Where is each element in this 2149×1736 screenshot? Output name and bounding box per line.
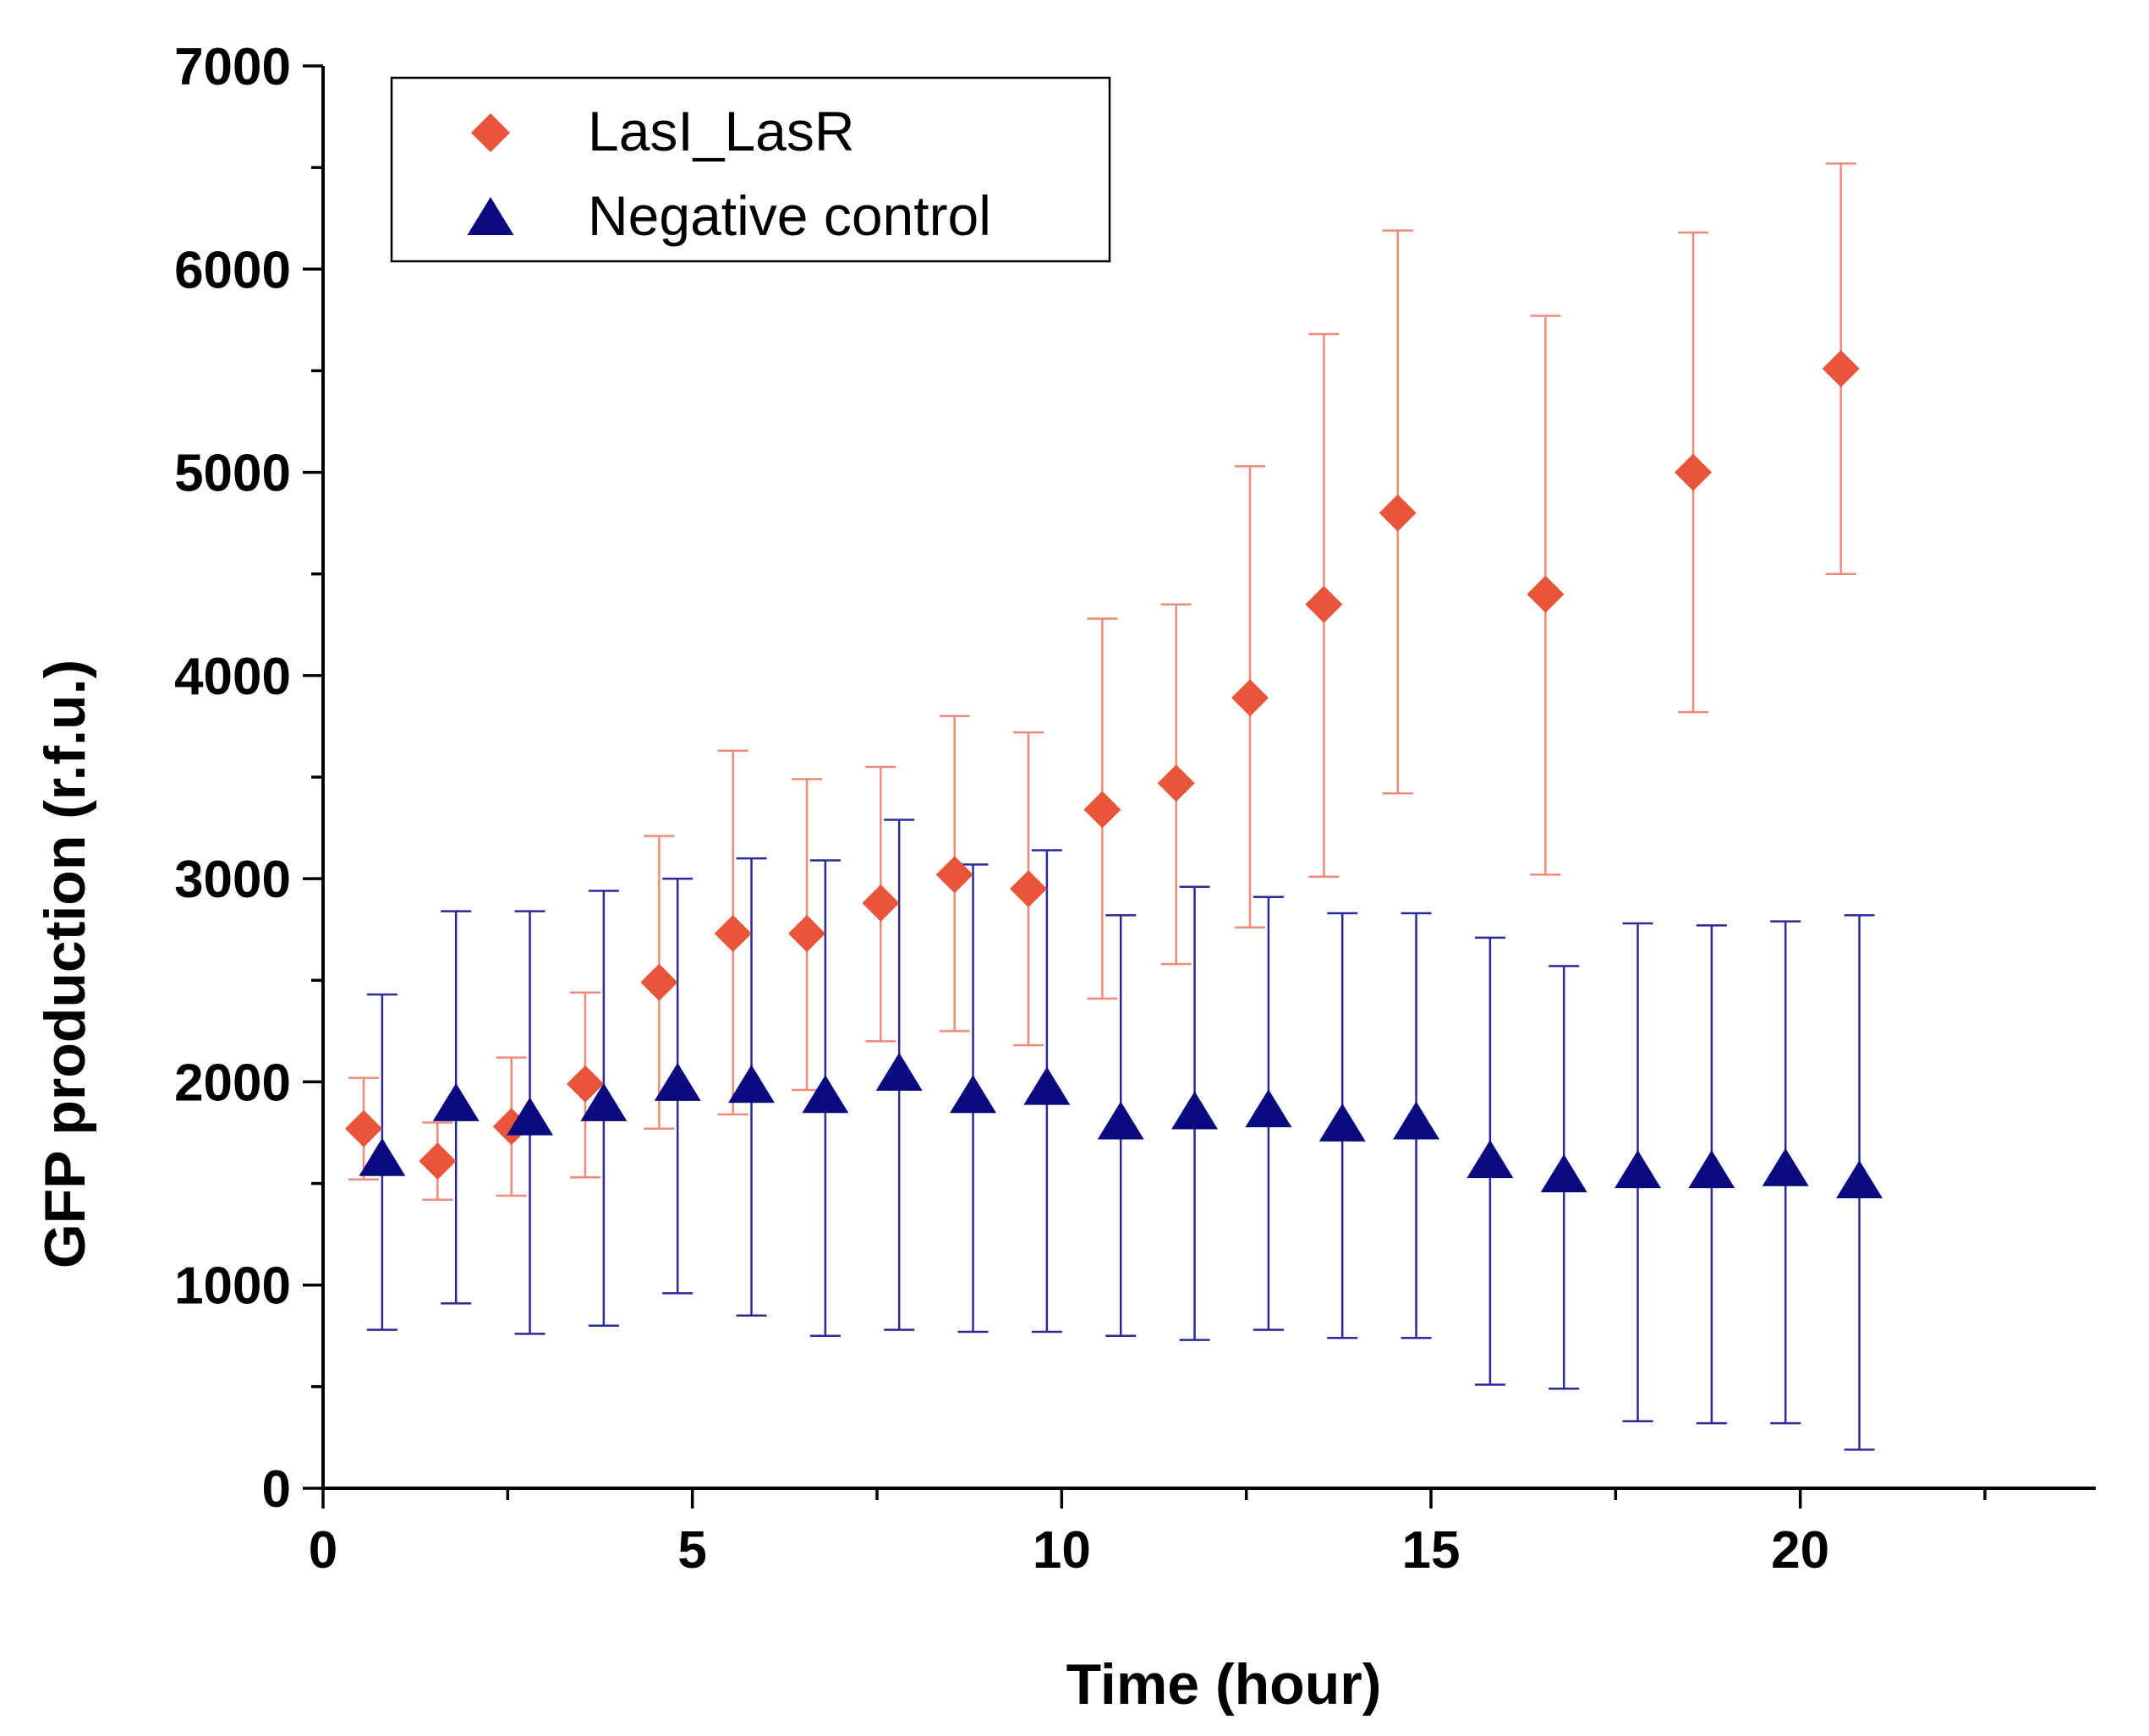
lasi-lasr-point	[1231, 679, 1269, 717]
negative-control-point	[1097, 1101, 1144, 1140]
lasi-lasr-point	[1822, 350, 1860, 388]
negative-control-point	[580, 1082, 628, 1121]
negative-control-point	[1614, 1150, 1662, 1189]
x-tick-label: 15	[1402, 1521, 1461, 1580]
x-tick-label: 0	[309, 1521, 337, 1580]
negative-control-point	[359, 1137, 406, 1176]
negative-control-point	[507, 1097, 554, 1136]
y-axis-title: GFP production (r.f.u.)	[33, 660, 97, 1268]
negative-control-point	[654, 1062, 701, 1101]
y-tick-label: 1000	[174, 1257, 291, 1316]
legend-box	[390, 76, 1111, 263]
axes: 0 5 10 15 20 0 1000 2000 3000 4000 5000 6000 7000	[174, 38, 2096, 1580]
lasi-lasr-point	[419, 1142, 457, 1180]
y-tick-label: 2000	[174, 1054, 291, 1112]
lasi-lasr-point	[714, 915, 752, 953]
x-tick-label: 20	[1771, 1521, 1829, 1580]
negative-control-point	[1466, 1140, 1514, 1179]
y-tick-label: 6000	[174, 241, 291, 299]
negative-control-point	[1023, 1066, 1071, 1105]
x-tick-label: 10	[1033, 1521, 1091, 1580]
legend: LasI_LasR Negative control	[390, 76, 1111, 263]
legend-label-negative-control: Negative control	[588, 184, 991, 247]
negative-control-point	[1688, 1150, 1735, 1189]
data-points	[345, 350, 1883, 1199]
negative-control-point	[432, 1082, 480, 1121]
negative-control-point	[1393, 1101, 1440, 1140]
lasi-lasr-point	[345, 1109, 383, 1147]
legend-label-lasi-lasr: LasI_LasR	[588, 100, 855, 162]
negative-control-point	[1245, 1089, 1292, 1128]
lasi-lasr-point	[862, 884, 900, 922]
y-tick-label: 3000	[174, 851, 291, 909]
lasi-lasr-point	[1305, 585, 1343, 623]
lasi-lasr-point	[1157, 764, 1195, 802]
negative-control-point	[1540, 1153, 1587, 1192]
legend-marker-negative-control	[467, 197, 514, 235]
negative-control-point	[728, 1065, 776, 1103]
lasi-lasr-point	[788, 915, 826, 953]
y-tick-label: 4000	[174, 648, 291, 706]
negative-control-point	[802, 1075, 849, 1114]
negative-control-point	[1762, 1147, 1809, 1186]
lasi-lasr-point	[1675, 453, 1713, 491]
lasi-lasr-point	[935, 856, 973, 894]
negative-control-point	[1171, 1091, 1219, 1130]
negative-control-point	[1836, 1160, 1883, 1199]
negative-control-point	[950, 1075, 997, 1114]
lasi-lasr-point	[567, 1065, 605, 1103]
lasi-lasr-point	[1527, 575, 1565, 613]
lasi-lasr-point	[1083, 791, 1121, 829]
x-tick-label: 5	[677, 1521, 706, 1580]
lasi-lasr-point	[640, 963, 678, 1001]
y-tick-label: 5000	[174, 445, 291, 503]
negative-control-point	[1318, 1103, 1366, 1142]
x-axis-title: Time (hour)	[1066, 1652, 1382, 1717]
lasi-lasr-point	[1379, 494, 1417, 532]
y-tick-label: 0	[262, 1460, 291, 1519]
y-tick-label: 7000	[174, 38, 291, 96]
lasi-lasr-point	[1010, 870, 1048, 908]
negative-control-point	[875, 1052, 923, 1091]
legend-marker-lasi-lasr	[471, 113, 510, 152]
